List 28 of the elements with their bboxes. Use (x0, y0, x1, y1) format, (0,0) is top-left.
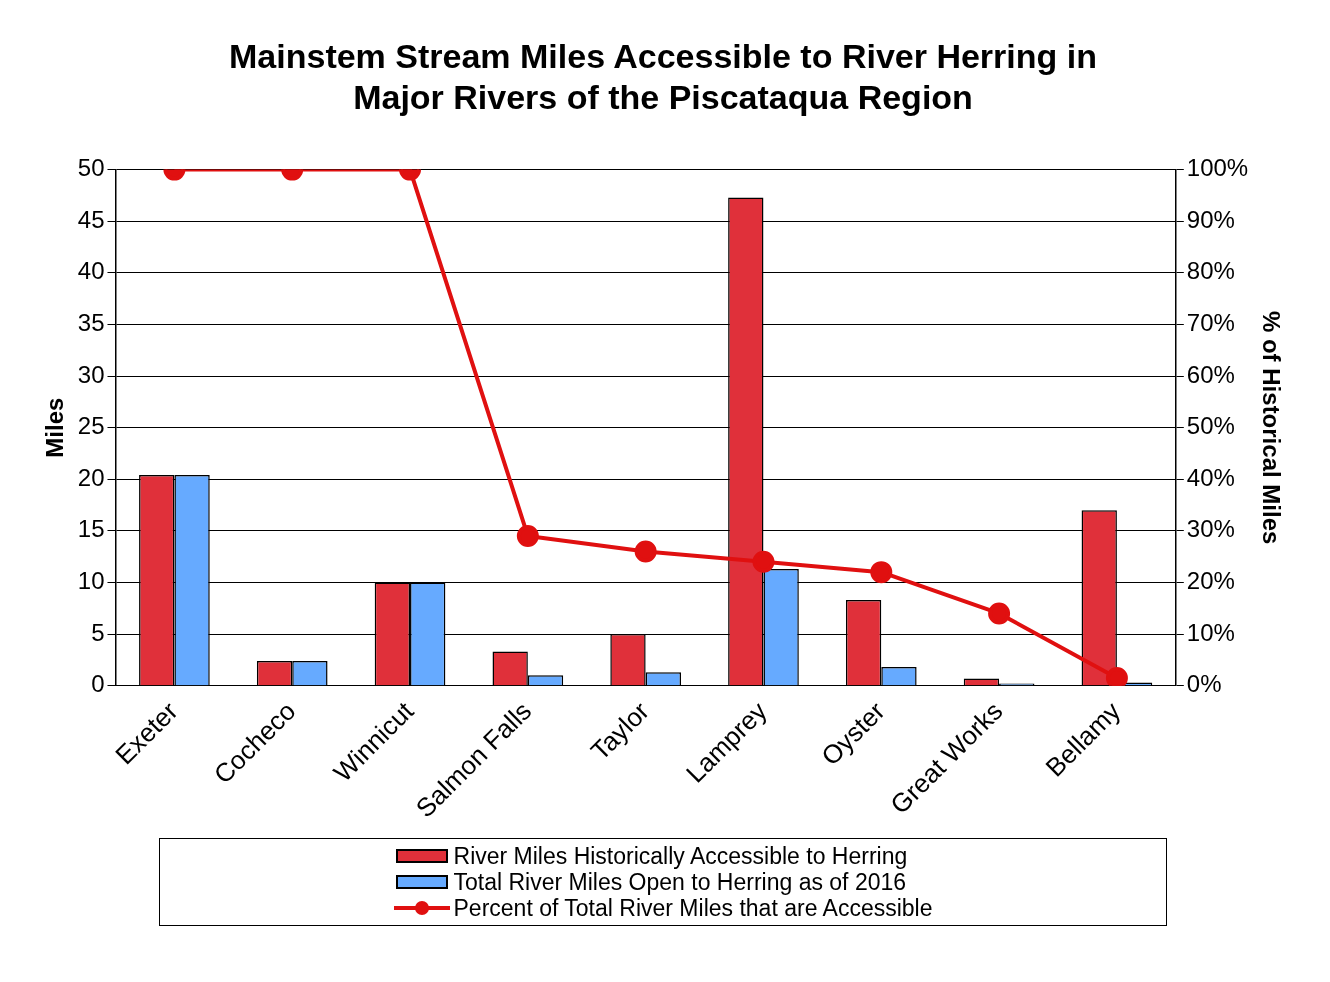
y2-tick-label: 80% (1186, 257, 1235, 285)
legend-label: Total River Miles Open to Herring as of 2016 (453, 869, 907, 895)
y2-tick-label: 40% (1186, 463, 1235, 491)
y-tick-label: 50 (77, 154, 105, 182)
y2-tick-label: 60% (1186, 360, 1235, 388)
legend-label: Percent of Total River Miles that are Accessible (453, 895, 933, 921)
y2-tick-label: 10% (1186, 618, 1235, 646)
y-axis-title: Miles (41, 397, 69, 458)
y2-tick-label: 100% (1186, 154, 1249, 182)
y-tick-label: 5 (91, 618, 105, 646)
y-tick-label: 35 (77, 309, 105, 337)
y-tick-label: 45 (77, 205, 105, 233)
y2-tick-label: 70% (1186, 309, 1235, 337)
y2-axis-title: % of Historical Miles (1257, 310, 1285, 545)
y-tick-label: 15 (77, 515, 105, 543)
y-tick-label: 40 (77, 257, 105, 285)
y-tick-label: 20 (77, 463, 105, 491)
y-tick-label: 25 (77, 412, 105, 440)
y-tick-label: 10 (77, 567, 105, 595)
y2-tick-label: 50% (1186, 412, 1235, 440)
y2-tick-label: 20% (1186, 567, 1235, 595)
y2-tick-label: 0% (1186, 670, 1222, 698)
chart-title: Mainstem Stream Miles Accessible to River Herring in Major Rivers of the Piscataqua Region (229, 36, 1097, 116)
y-tick-label: 0 (91, 670, 105, 698)
y2-tick-label: 30% (1186, 515, 1235, 543)
y2-tick-label: 90% (1186, 205, 1235, 233)
legend-label: River Miles Historically Accessible to Herring (453, 843, 908, 869)
y-tick-label: 30 (77, 360, 105, 388)
